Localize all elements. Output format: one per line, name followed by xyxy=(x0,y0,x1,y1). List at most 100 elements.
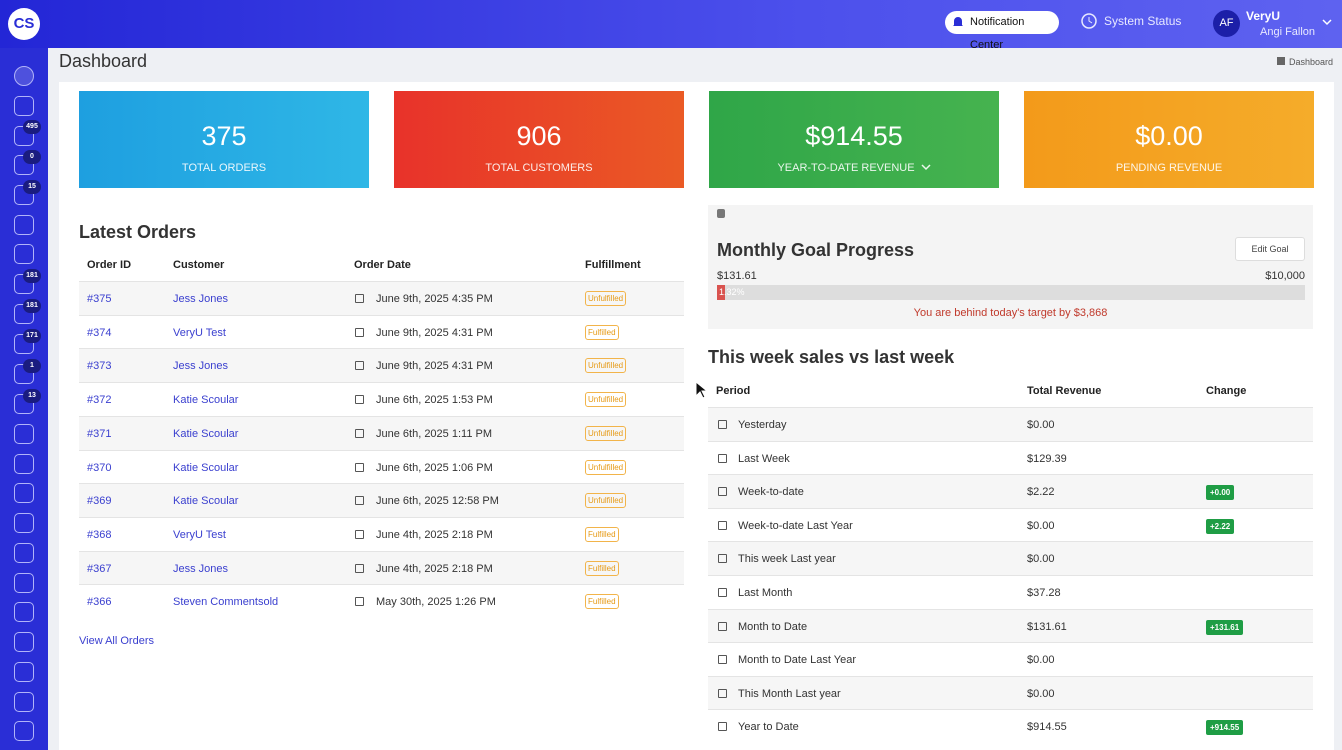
order-id[interactable]: #368 xyxy=(87,528,112,541)
fulfillment-tag: Unfulfilled xyxy=(585,459,627,475)
nav-icon[interactable] xyxy=(14,96,34,116)
customer-name[interactable]: Katie Scoular xyxy=(173,394,239,407)
change-badge: +0.00 xyxy=(1206,485,1235,501)
page-title: Dashboard xyxy=(59,51,148,71)
order-id[interactable]: #367 xyxy=(87,562,112,575)
customer-name[interactable]: Katie Scoular xyxy=(173,427,239,440)
fulfillment-tag: Fulfilled xyxy=(585,526,619,542)
sales-title: This week sales vs last week xyxy=(708,347,955,367)
nav-badge: 1 xyxy=(23,359,41,373)
calendar-icon xyxy=(718,655,727,665)
nav-icon[interactable] xyxy=(14,662,34,682)
view-all-orders[interactable]: View All Orders xyxy=(79,635,154,647)
customer-name[interactable]: Jess Jones xyxy=(173,293,229,305)
order-id[interactable]: #373 xyxy=(87,360,112,373)
user-name[interactable]: VeryU xyxy=(1246,9,1281,23)
period: Last Week xyxy=(738,452,790,465)
nav-icon[interactable] xyxy=(14,483,34,503)
calendar-icon xyxy=(718,520,727,530)
order-row: #375 Jess Jones June 9th, 2025 4:35 PM Unfu… xyxy=(79,281,684,315)
column-header: Fulfillment xyxy=(585,259,641,271)
nav-icon[interactable] xyxy=(14,424,34,444)
calendar-icon xyxy=(718,588,727,597)
change-badge: +131.61 xyxy=(1206,619,1244,635)
nav-icon[interactable] xyxy=(14,573,34,593)
customer-name[interactable]: Jess Jones xyxy=(173,360,229,373)
customer-name[interactable]: VeryU Test xyxy=(173,326,226,339)
order-date: June 4th, 2025 2:18 PM xyxy=(376,528,493,541)
stat-value: $0.00 xyxy=(1135,121,1203,151)
calendar-icon xyxy=(355,428,364,438)
revenue: $0.00 xyxy=(1027,519,1055,532)
change-badge: +2.22 xyxy=(1206,518,1235,534)
order-id[interactable]: #374 xyxy=(87,326,112,339)
orders-title: Latest Orders xyxy=(79,222,197,242)
nav-icon[interactable] xyxy=(14,66,34,86)
stat-value: 906 xyxy=(516,121,562,151)
period: Week-to-date Last Year xyxy=(738,519,853,532)
calendar-icon xyxy=(355,361,364,371)
progress-track: 1.32% xyxy=(717,285,1305,300)
period: Last Month xyxy=(738,587,793,599)
order-row: #369 Katie Scoular June 6th, 2025 12:58 PM… xyxy=(79,483,684,518)
revenue: $0.00 xyxy=(1027,687,1055,700)
nav-icon[interactable] xyxy=(14,513,34,533)
fulfillment-tag: Unfulfilled xyxy=(585,425,627,441)
logo[interactable]: CS xyxy=(8,8,40,40)
customer-name[interactable]: Katie Scoular xyxy=(173,495,239,508)
nav-badge: 171 xyxy=(23,329,41,343)
order-row: #366 Steven Commentsold May 30th, 2025 1:2… xyxy=(79,584,684,618)
nav-icon[interactable] xyxy=(14,692,34,712)
period: Week-to-date xyxy=(738,486,804,499)
user-sub[interactable]: Angi Fallon xyxy=(1260,26,1316,38)
stat-card[interactable]: 906 TOTAL CUSTOMERS xyxy=(394,91,684,188)
order-id[interactable]: #366 xyxy=(87,596,112,609)
edit-goal-button[interactable]: Edit Goal xyxy=(1235,237,1305,261)
system-status[interactable]: System Status xyxy=(1080,13,1181,29)
order-id[interactable]: #370 xyxy=(87,461,112,474)
order-date: May 30th, 2025 1:26 PM xyxy=(376,596,496,609)
order-id[interactable]: #372 xyxy=(87,394,112,407)
order-date: June 9th, 2025 4:35 PM xyxy=(376,293,493,305)
order-date: June 9th, 2025 4:31 PM xyxy=(376,326,493,339)
nav-icon[interactable] xyxy=(14,244,34,264)
period: This Month Last year xyxy=(738,687,841,700)
dropdown-caret[interactable] xyxy=(921,163,931,171)
calendar-icon xyxy=(355,563,364,573)
customer-name[interactable]: Katie Scoular xyxy=(173,461,239,474)
column-header: Total Revenue xyxy=(1027,385,1102,397)
top-bar: CS Notification Center System Status AF … xyxy=(0,0,1342,51)
user-menu-caret[interactable] xyxy=(1322,18,1332,26)
order-id[interactable]: #375 xyxy=(87,293,112,305)
nav-icon[interactable] xyxy=(14,215,34,235)
breadcrumb[interactable]: Dashboard xyxy=(1289,57,1334,67)
fulfillment-tag: Unfulfilled xyxy=(585,358,627,374)
calendar-icon xyxy=(355,327,364,337)
stat-card[interactable]: $914.55 YEAR-TO-DATE REVENUE xyxy=(709,91,999,188)
nav-icon[interactable] xyxy=(14,454,34,474)
stat-card[interactable]: 375 TOTAL ORDERS xyxy=(79,91,369,188)
fulfillment-tag: Unfulfilled xyxy=(585,493,627,509)
customer-name[interactable]: VeryU Test xyxy=(173,528,226,541)
nav-badge: 181 xyxy=(23,269,41,283)
nav-icon[interactable] xyxy=(14,543,34,563)
order-id[interactable]: #371 xyxy=(87,427,112,440)
nav-icon[interactable] xyxy=(14,721,34,741)
revenue: $129.39 xyxy=(1027,452,1067,465)
lock-icon xyxy=(717,209,725,218)
notification-button[interactable]: Notification Center xyxy=(945,11,1059,51)
calendar-icon xyxy=(355,597,364,607)
sales-row: This week Last year $0.00 xyxy=(708,541,1313,576)
nav-icon[interactable] xyxy=(14,632,34,652)
order-id[interactable]: #369 xyxy=(87,495,112,508)
nav-icon[interactable] xyxy=(14,602,34,622)
stat-card[interactable]: $0.00 PENDING REVENUE xyxy=(1024,91,1314,188)
customer-name[interactable]: Steven Commentsold xyxy=(173,596,279,609)
period: This week Last year xyxy=(738,553,836,566)
avatar[interactable]: AF xyxy=(1213,10,1240,37)
calendar-icon xyxy=(355,395,364,405)
fulfillment-tag: Fulfilled xyxy=(585,324,619,340)
customer-name[interactable]: Jess Jones xyxy=(173,562,229,575)
stat-label: PENDING REVENUE xyxy=(1115,162,1223,174)
